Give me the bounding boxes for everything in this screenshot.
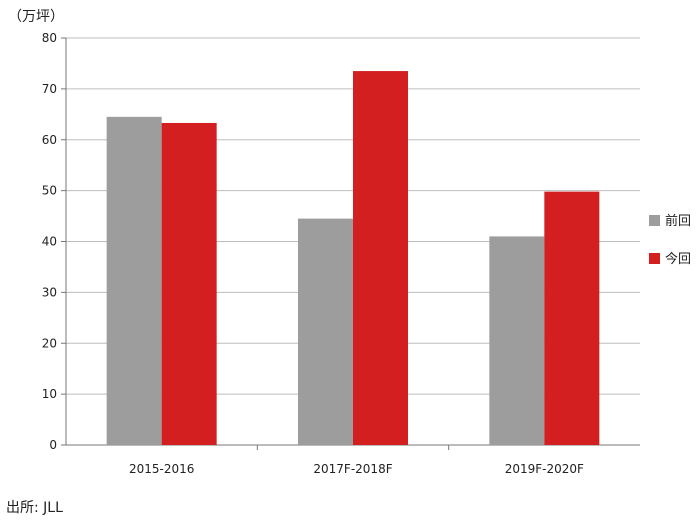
bar-current: [544, 191, 600, 445]
y-tick-label: 80: [42, 31, 57, 45]
y-tick-label: 0: [49, 438, 57, 452]
bar-previous: [298, 218, 353, 445]
y-tick-label: 30: [42, 285, 57, 299]
y-axis-unit-label: （万坪）: [8, 9, 64, 25]
bar-previous: [106, 116, 162, 445]
bar-current: [353, 71, 408, 445]
y-tick-label: 40: [42, 235, 57, 249]
y-tick-label: 70: [42, 82, 57, 96]
y-tick-label: 20: [42, 336, 57, 350]
y-tick-label: 50: [42, 184, 57, 198]
source-note: 出所: JLL: [6, 500, 63, 516]
legend-swatch: [649, 253, 660, 264]
legend-swatch: [649, 215, 660, 226]
bar-previous: [489, 236, 545, 445]
y-tick-label: 10: [42, 387, 57, 401]
bar-current: [161, 122, 217, 446]
x-tick-label: 2015-2016: [129, 462, 194, 476]
x-tick-label: 2017F-2018F: [313, 462, 392, 476]
y-tick-label: 60: [42, 133, 57, 147]
legend-label: 前回: [665, 213, 691, 229]
x-tick-label: 2019F-2020F: [505, 462, 584, 476]
legend-label: 今回: [665, 251, 691, 267]
